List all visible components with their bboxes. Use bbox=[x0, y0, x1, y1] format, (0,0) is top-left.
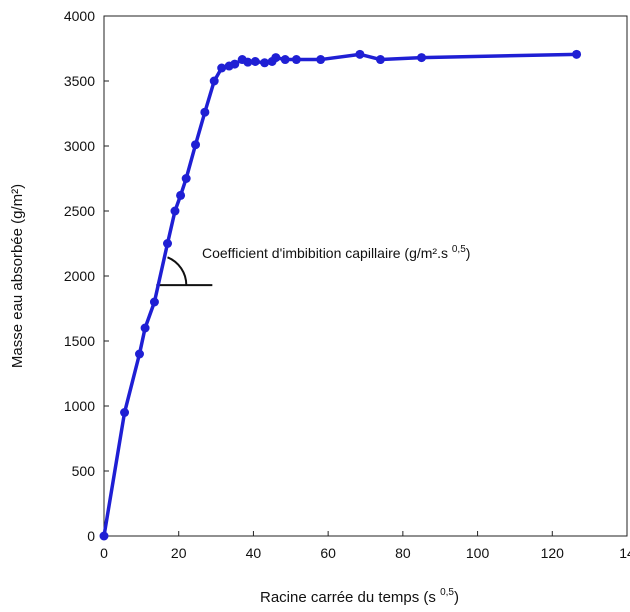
series-line bbox=[102, 52, 577, 537]
data-point bbox=[291, 55, 301, 65]
y-tick-label: 2000 bbox=[64, 268, 95, 284]
data-point bbox=[280, 55, 290, 65]
x-tick-label: 40 bbox=[246, 545, 262, 561]
y-tick-label: 0 bbox=[87, 528, 95, 544]
x-tick-label: 80 bbox=[395, 545, 411, 561]
y-tick-label: 3000 bbox=[64, 138, 95, 154]
data-point bbox=[170, 206, 180, 216]
data-point bbox=[99, 531, 109, 541]
y-tick-label: 3500 bbox=[64, 73, 95, 89]
data-point bbox=[181, 174, 191, 183]
data-point bbox=[243, 57, 253, 67]
y-tick-label: 1000 bbox=[64, 398, 95, 414]
data-point bbox=[163, 239, 173, 248]
slope-annotation: Coefficient d'imbibition capillaire (g/m… bbox=[156, 244, 470, 287]
x-tick-label: 20 bbox=[171, 545, 187, 561]
x-tick-label: 100 bbox=[466, 545, 490, 561]
plot-frame bbox=[103, 15, 628, 537]
x-tick-label: 120 bbox=[541, 545, 565, 561]
y-tick-label: 1500 bbox=[64, 333, 95, 349]
data-point bbox=[375, 55, 385, 65]
ticks: 0204060801001201405001000150020002500300… bbox=[64, 8, 630, 561]
y-axis-label: Masse eau absorbée (g/m²) bbox=[9, 184, 26, 368]
data-point bbox=[260, 58, 270, 68]
data-point bbox=[230, 59, 240, 69]
data-series bbox=[99, 49, 582, 541]
x-tick-label: 14 bbox=[619, 545, 630, 561]
data-point bbox=[355, 49, 365, 59]
data-point bbox=[120, 408, 130, 417]
annotation-label: Coefficient d'imbibition capillaire (g/m… bbox=[202, 244, 470, 261]
data-point bbox=[217, 63, 227, 73]
data-point bbox=[140, 323, 150, 333]
data-point bbox=[209, 76, 219, 86]
data-point bbox=[191, 140, 201, 150]
data-point bbox=[176, 190, 186, 200]
y-tick-label: 500 bbox=[72, 463, 96, 479]
axes bbox=[103, 15, 628, 537]
data-point bbox=[271, 53, 281, 63]
data-point bbox=[250, 57, 260, 66]
y-tick-label: 2500 bbox=[64, 203, 95, 219]
data-point bbox=[316, 55, 326, 65]
data-point bbox=[134, 349, 144, 359]
slope-angle-arc bbox=[167, 256, 188, 286]
data-point bbox=[149, 297, 159, 307]
x-tick-label: 60 bbox=[320, 545, 336, 561]
x-axis-label: Racine carrée du temps (s 0,5) bbox=[260, 587, 459, 606]
data-point bbox=[200, 107, 210, 117]
x-tick-label: 0 bbox=[100, 545, 108, 561]
y-tick-label: 4000 bbox=[64, 8, 95, 24]
data-point bbox=[417, 53, 427, 63]
data-point bbox=[572, 49, 582, 59]
